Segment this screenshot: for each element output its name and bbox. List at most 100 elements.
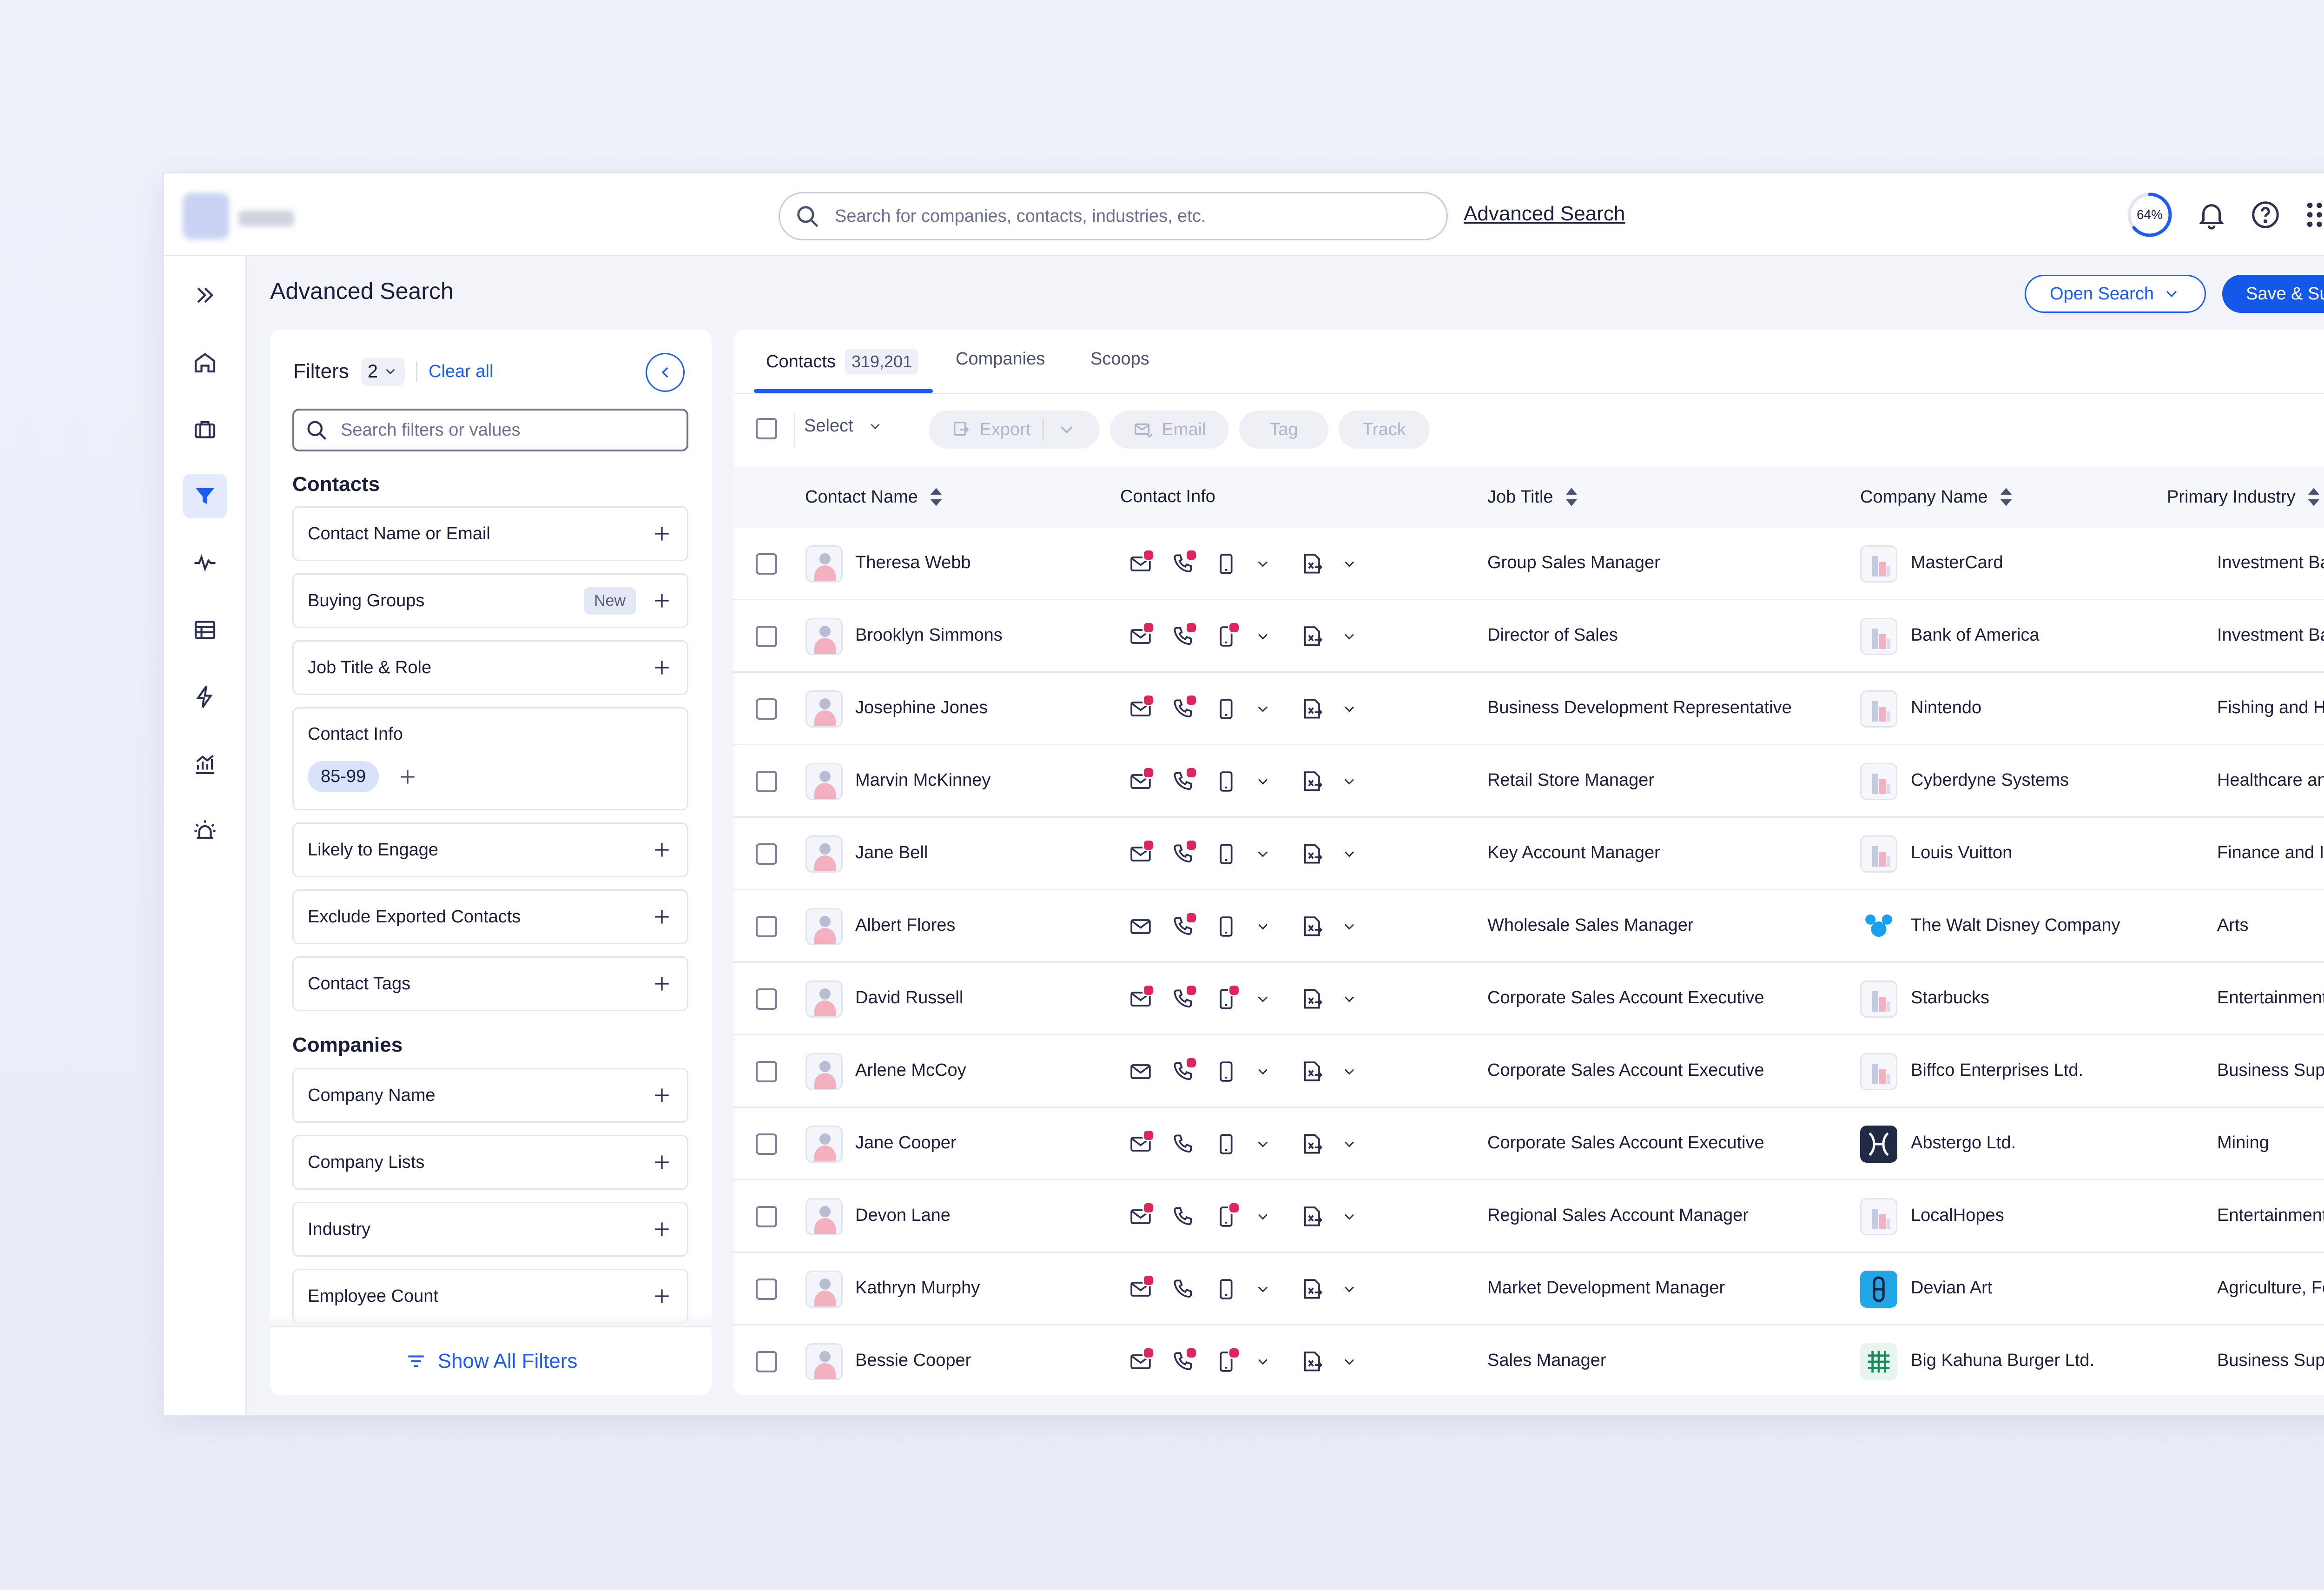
company-name[interactable]: Starbucks xyxy=(1911,988,1989,1007)
filter-icon[interactable] xyxy=(183,474,227,518)
sort-icon[interactable] xyxy=(1565,487,1578,507)
company-name[interactable]: Louis Vuitton xyxy=(1911,843,2013,862)
row-checkbox[interactable] xyxy=(756,1133,777,1155)
mobile-icon[interactable] xyxy=(1207,980,1246,1019)
advanced-search-link[interactable]: Advanced Search xyxy=(1464,202,1625,225)
filter-exclude-exported[interactable]: Exclude Exported Contacts xyxy=(292,889,688,944)
chevron-down-icon[interactable] xyxy=(1249,1052,1276,1091)
chevron-down-icon[interactable] xyxy=(1249,1125,1276,1164)
save-subscribe-button[interactable]: Save & Subscribe xyxy=(2222,275,2324,313)
plus-icon[interactable] xyxy=(652,1219,672,1239)
row-checkbox[interactable] xyxy=(756,1206,777,1227)
export-excel-icon[interactable] xyxy=(1293,980,1332,1019)
phone-icon[interactable] xyxy=(1164,1052,1203,1091)
chevron-down-icon[interactable] xyxy=(1249,1197,1276,1236)
bolt-icon[interactable] xyxy=(183,675,227,719)
table-row[interactable]: Albert Flores Wholesale Sales Manager The … xyxy=(733,890,2324,963)
table-row[interactable]: David Russell Corporate Sales Account Exe… xyxy=(733,963,2324,1035)
export-excel-icon[interactable] xyxy=(1293,907,1332,946)
filter-company-name[interactable]: Company Name xyxy=(292,1068,688,1123)
export-excel-icon[interactable] xyxy=(1293,835,1332,874)
company-name[interactable]: LocalHopes xyxy=(1911,1206,2004,1225)
email-icon[interactable] xyxy=(1121,689,1160,729)
phone-icon[interactable] xyxy=(1164,907,1203,946)
contact-name[interactable]: Albert Flores xyxy=(855,915,956,935)
chevron-down-icon[interactable] xyxy=(1336,689,1363,729)
mobile-icon[interactable] xyxy=(1207,762,1246,801)
chevron-down-icon[interactable] xyxy=(1336,1270,1363,1309)
chevron-down-icon[interactable] xyxy=(1249,980,1276,1019)
phone-icon[interactable] xyxy=(1164,1125,1203,1164)
filter-contact-tags[interactable]: Contact Tags xyxy=(292,956,688,1011)
chevron-down-icon[interactable] xyxy=(1336,544,1363,583)
mobile-icon[interactable] xyxy=(1207,1342,1246,1381)
chevron-down-icon[interactable] xyxy=(1249,907,1276,946)
plus-icon[interactable] xyxy=(652,1152,672,1173)
row-checkbox[interactable] xyxy=(756,1061,777,1082)
export-excel-icon[interactable] xyxy=(1293,1197,1332,1236)
alarm-icon[interactable] xyxy=(183,808,227,853)
contact-name[interactable]: Kathryn Murphy xyxy=(855,1278,980,1298)
export-excel-icon[interactable] xyxy=(1293,617,1332,656)
email-icon[interactable] xyxy=(1121,544,1160,583)
export-button[interactable]: Export xyxy=(929,411,1100,449)
export-excel-icon[interactable] xyxy=(1293,1270,1332,1309)
plus-icon[interactable] xyxy=(652,590,672,611)
mobile-icon[interactable] xyxy=(1207,1270,1246,1309)
email-icon[interactable] xyxy=(1121,1342,1160,1381)
chevron-down-icon[interactable] xyxy=(1336,980,1363,1019)
export-excel-icon[interactable] xyxy=(1293,1125,1332,1164)
company-name[interactable]: Biffco Enterprises Ltd. xyxy=(1911,1060,2084,1080)
chevron-down-icon[interactable] xyxy=(1336,762,1363,801)
phone-icon[interactable] xyxy=(1164,762,1203,801)
briefcase-icon[interactable] xyxy=(183,407,227,451)
email-icon[interactable] xyxy=(1121,617,1160,656)
chevron-down-icon[interactable] xyxy=(1336,907,1363,946)
select-all-checkbox[interactable] xyxy=(756,418,777,439)
phone-icon[interactable] xyxy=(1164,980,1203,1019)
plus-icon[interactable] xyxy=(652,1085,672,1106)
table-row[interactable]: Theresa Webb Group Sales Manager MasterCar… xyxy=(733,528,2324,600)
company-name[interactable]: Bank of America xyxy=(1911,625,2040,645)
email-icon[interactable] xyxy=(1121,1125,1160,1164)
track-button[interactable]: Track xyxy=(1339,411,1430,449)
sort-icon[interactable] xyxy=(929,487,943,507)
row-checkbox[interactable] xyxy=(756,988,777,1010)
phone-icon[interactable] xyxy=(1164,544,1203,583)
chevron-down-icon[interactable] xyxy=(1249,1270,1276,1309)
chevron-down-icon[interactable] xyxy=(1249,835,1276,874)
chevron-down-icon[interactable] xyxy=(1249,544,1276,583)
filter-industry[interactable]: Industry xyxy=(292,1202,688,1257)
phone-icon[interactable] xyxy=(1164,1342,1203,1381)
apps-grid-icon[interactable] xyxy=(2303,199,2324,231)
chevron-down-icon[interactable] xyxy=(1249,689,1276,729)
email-icon[interactable] xyxy=(1121,1197,1160,1236)
mobile-icon[interactable] xyxy=(1207,1197,1246,1236)
contact-name[interactable]: Devon Lane xyxy=(855,1206,951,1225)
mobile-icon[interactable] xyxy=(1207,1125,1246,1164)
table-row[interactable]: Marvin McKinney Retail Store Manager Cyber… xyxy=(733,745,2324,818)
sort-icon[interactable] xyxy=(1999,487,2013,507)
filter-likely-to-engage[interactable]: Likely to Engage xyxy=(292,822,688,877)
company-name[interactable]: Cyberdyne Systems xyxy=(1911,770,2069,790)
table-row[interactable]: Kathryn Murphy Market Development Manager… xyxy=(733,1253,2324,1325)
open-search-button[interactable]: Open Search xyxy=(2025,275,2206,313)
export-excel-icon[interactable] xyxy=(1293,1342,1332,1381)
chevron-down-icon[interactable] xyxy=(1336,617,1363,656)
mobile-icon[interactable] xyxy=(1207,617,1246,656)
row-checkbox[interactable] xyxy=(756,771,777,792)
table-row[interactable]: Josephine Jones Business Development Repr… xyxy=(733,673,2324,745)
show-all-filters-button[interactable]: Show All Filters xyxy=(270,1326,712,1395)
row-checkbox[interactable] xyxy=(756,1351,777,1372)
clear-all-link[interactable]: Clear all xyxy=(429,361,494,381)
tab-companies[interactable]: Companies xyxy=(956,349,1045,369)
table-icon[interactable] xyxy=(183,608,227,652)
contact-name[interactable]: Arlene McCoy xyxy=(855,1060,966,1080)
chevron-down-icon[interactable] xyxy=(1249,1342,1276,1381)
export-excel-icon[interactable] xyxy=(1293,762,1332,801)
chevron-down-icon[interactable] xyxy=(1336,835,1363,874)
email-icon[interactable] xyxy=(1121,835,1160,874)
filter-search[interactable] xyxy=(292,409,688,451)
bell-icon[interactable] xyxy=(2195,199,2228,231)
row-checkbox[interactable] xyxy=(756,626,777,647)
